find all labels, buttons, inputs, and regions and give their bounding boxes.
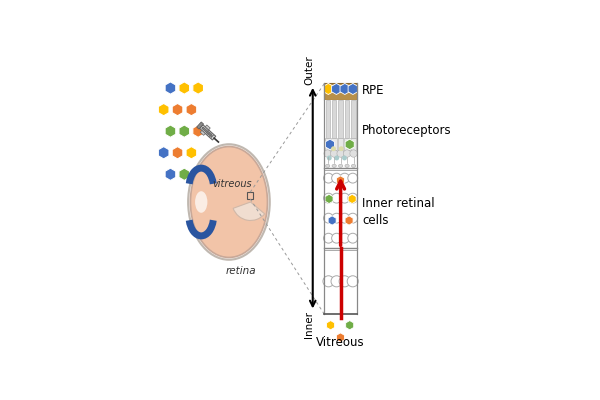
Polygon shape [165, 125, 176, 137]
Circle shape [331, 146, 336, 151]
Polygon shape [172, 146, 183, 159]
Circle shape [340, 213, 350, 223]
Ellipse shape [188, 144, 270, 260]
Bar [351, 138, 356, 150]
Polygon shape [158, 104, 169, 116]
Circle shape [340, 233, 350, 243]
Circle shape [339, 146, 344, 151]
Circle shape [332, 233, 341, 243]
Polygon shape [200, 130, 205, 135]
Circle shape [323, 173, 334, 183]
Bar [331, 138, 337, 150]
Circle shape [332, 173, 341, 183]
Polygon shape [326, 320, 335, 330]
Bar [247, 192, 253, 199]
Text: retina: retina [226, 266, 257, 276]
Ellipse shape [190, 146, 268, 258]
Text: Outer: Outer [304, 55, 314, 85]
Polygon shape [165, 82, 176, 94]
Ellipse shape [326, 164, 330, 167]
Bar [326, 100, 330, 138]
Polygon shape [337, 333, 344, 342]
Wedge shape [233, 202, 265, 220]
Polygon shape [172, 104, 183, 116]
Bar [325, 168, 357, 248]
Circle shape [323, 276, 334, 287]
Circle shape [331, 150, 338, 157]
Circle shape [348, 193, 358, 203]
Bar [325, 138, 331, 150]
Polygon shape [186, 146, 197, 159]
Polygon shape [345, 139, 354, 150]
Polygon shape [348, 84, 358, 94]
Polygon shape [205, 125, 210, 130]
Polygon shape [193, 82, 203, 94]
Text: RPE: RPE [362, 84, 385, 97]
Circle shape [332, 213, 341, 223]
Polygon shape [186, 104, 197, 116]
Circle shape [339, 276, 350, 287]
Circle shape [343, 150, 351, 157]
Polygon shape [340, 84, 350, 94]
Polygon shape [197, 122, 203, 129]
Polygon shape [200, 125, 216, 140]
Polygon shape [179, 168, 190, 180]
Polygon shape [179, 82, 190, 94]
Polygon shape [325, 194, 333, 204]
Polygon shape [202, 127, 212, 137]
Polygon shape [346, 320, 353, 330]
Text: vitreous: vitreous [212, 178, 252, 188]
Circle shape [340, 193, 350, 203]
Circle shape [342, 156, 347, 160]
Polygon shape [193, 125, 203, 137]
Circle shape [324, 150, 331, 157]
Circle shape [323, 213, 334, 223]
Bar [332, 100, 336, 138]
Bar [345, 100, 349, 138]
Circle shape [337, 150, 344, 157]
Bar [338, 100, 343, 138]
Circle shape [332, 193, 341, 203]
Ellipse shape [332, 164, 336, 167]
Polygon shape [325, 139, 335, 150]
Circle shape [334, 156, 339, 160]
Circle shape [331, 276, 342, 287]
Polygon shape [348, 194, 356, 204]
Circle shape [348, 173, 358, 183]
Bar [352, 100, 356, 138]
Circle shape [327, 156, 332, 160]
Ellipse shape [195, 191, 208, 213]
Circle shape [340, 173, 350, 183]
Circle shape [347, 276, 358, 287]
Polygon shape [345, 216, 353, 225]
Text: Inner: Inner [304, 311, 314, 338]
Ellipse shape [338, 164, 343, 167]
Ellipse shape [352, 164, 356, 167]
Circle shape [323, 193, 334, 203]
Bar [344, 138, 350, 150]
Text: Inner retinal
cells: Inner retinal cells [362, 197, 435, 227]
Polygon shape [158, 146, 169, 159]
Polygon shape [179, 125, 190, 137]
Polygon shape [165, 168, 176, 180]
Polygon shape [323, 84, 333, 94]
Text: Photoreceptors: Photoreceptors [362, 124, 452, 137]
Ellipse shape [345, 164, 349, 167]
Polygon shape [332, 84, 341, 94]
Bar [325, 84, 357, 100]
Circle shape [348, 213, 358, 223]
Bar [338, 138, 343, 150]
Text: Vitreous: Vitreous [316, 336, 365, 349]
Polygon shape [328, 216, 336, 225]
Polygon shape [337, 176, 344, 185]
Circle shape [323, 233, 334, 243]
Circle shape [348, 233, 358, 243]
Bar [325, 278, 357, 314]
Bar [325, 100, 357, 168]
Circle shape [350, 150, 357, 157]
